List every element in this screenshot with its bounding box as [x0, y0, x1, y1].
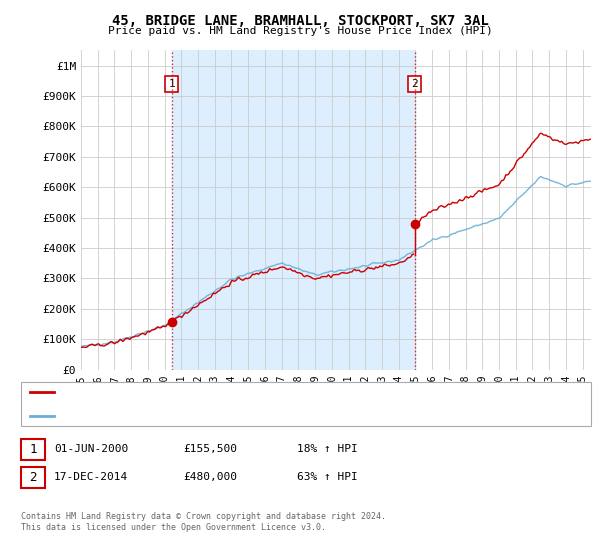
Text: 2: 2	[29, 470, 37, 484]
Text: 45, BRIDGE LANE, BRAMHALL, STOCKPORT, SK7 3AL (detached house): 45, BRIDGE LANE, BRAMHALL, STOCKPORT, SK…	[60, 387, 448, 397]
Text: 18% ↑ HPI: 18% ↑ HPI	[297, 444, 358, 454]
Text: Contains HM Land Registry data © Crown copyright and database right 2024.
This d: Contains HM Land Registry data © Crown c…	[21, 512, 386, 532]
Text: 1: 1	[29, 442, 37, 456]
Text: 01-JUN-2000: 01-JUN-2000	[54, 444, 128, 454]
Bar	[172, 50, 415, 370]
Text: £480,000: £480,000	[183, 472, 237, 482]
Text: 45, BRIDGE LANE, BRAMHALL, STOCKPORT, SK7 3AL: 45, BRIDGE LANE, BRAMHALL, STOCKPORT, SK…	[112, 14, 488, 28]
Text: Price paid vs. HM Land Registry's House Price Index (HPI): Price paid vs. HM Land Registry's House …	[107, 26, 493, 36]
Text: £155,500: £155,500	[183, 444, 237, 454]
Text: 17-DEC-2014: 17-DEC-2014	[54, 472, 128, 482]
Text: 2: 2	[412, 79, 418, 89]
Text: HPI: Average price, detached house, Stockport: HPI: Average price, detached house, Stoc…	[60, 410, 341, 421]
Text: 1: 1	[168, 79, 175, 89]
Text: 63% ↑ HPI: 63% ↑ HPI	[297, 472, 358, 482]
